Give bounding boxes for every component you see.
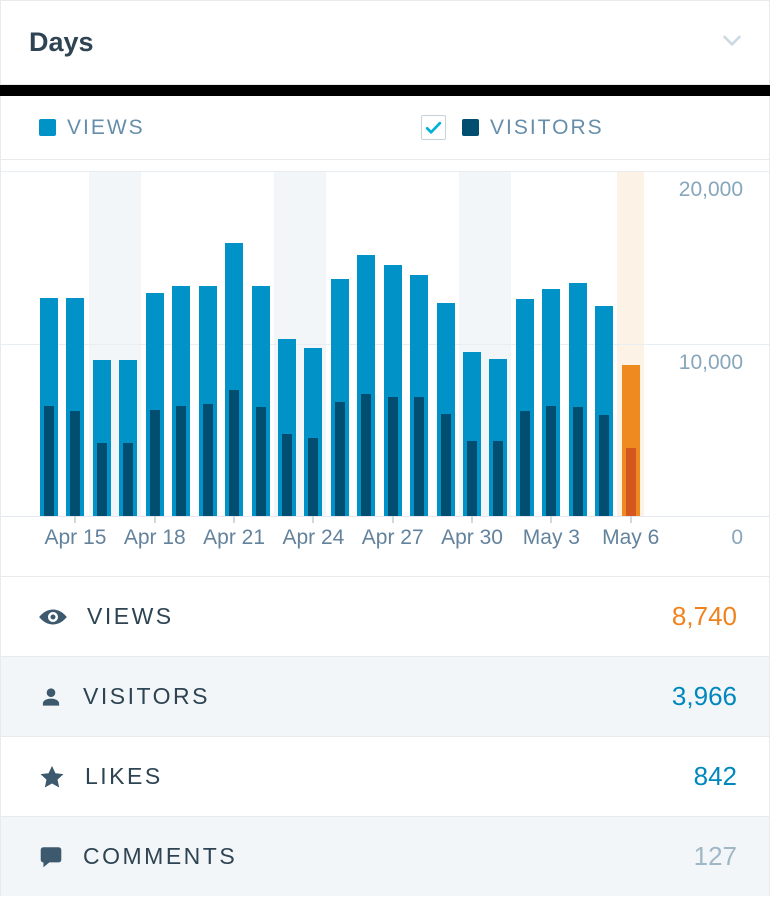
stat-label: VIEWS: [87, 603, 174, 629]
x-axis-label: Apr 21: [203, 526, 266, 549]
x-axis-tick: [629, 516, 632, 523]
visitors-bar-apr-19[interactable]: [176, 405, 187, 516]
x-axis-tick: [391, 516, 394, 523]
legend-views: VIEWS: [39, 116, 145, 140]
stat-label: LIKES: [85, 763, 163, 789]
user-icon: [38, 684, 64, 710]
period-header[interactable]: Days: [0, 0, 770, 85]
bar-chart: Apr 15 Apr 18 Apr 21 Apr 24 Apr 27 Apr 30 May …: [1, 160, 769, 576]
eye-icon: [38, 602, 68, 632]
x-axis-label: Apr 15: [44, 526, 107, 549]
x-axis-tick: [550, 516, 553, 523]
visitors-bar-apr-22[interactable]: [255, 407, 266, 516]
y-axis-label: 0: [731, 526, 743, 549]
y-axis-label: 10,000: [678, 351, 743, 374]
visitors-bar-may-6[interactable]: [625, 447, 636, 516]
x-axis-label: Apr 30: [441, 526, 503, 549]
x-axis-tick: [153, 516, 156, 523]
star-icon: [38, 763, 66, 791]
x-axis-label: May 6: [602, 526, 660, 549]
chevron-down-icon[interactable]: [717, 25, 747, 60]
x-axis-tick: [74, 516, 77, 523]
visitors-bar-may-1[interactable]: [493, 440, 504, 516]
visitors-bar-apr-28[interactable]: [414, 397, 425, 516]
x-axis-tick: [233, 516, 236, 523]
visitors-bar-apr-29[interactable]: [440, 413, 451, 516]
x-axis-tick: [471, 516, 474, 523]
visitors-bar-apr-14[interactable]: [44, 405, 54, 516]
visitors-bar-apr-23[interactable]: [281, 433, 292, 516]
visitors-bar-apr-17[interactable]: [123, 443, 134, 516]
gridline: [1, 516, 769, 517]
visitors-bar-apr-30[interactable]: [467, 440, 478, 516]
visitors-bar-apr-16[interactable]: [96, 443, 107, 516]
stat-label: VISITORS: [83, 683, 210, 709]
visitors-bar-apr-25[interactable]: [334, 402, 345, 516]
stat-label: COMMENTS: [83, 843, 238, 869]
visitors-bar-apr-20[interactable]: [202, 404, 213, 516]
y-axis-label: 20,000: [678, 178, 743, 201]
visitors-bar-may-5[interactable]: [599, 414, 610, 516]
stat-row-comments[interactable]: COMMENTS 127: [1, 816, 769, 896]
visitors-bar-apr-27[interactable]: [387, 397, 398, 516]
chart-legend: VIEWS VISITORS: [1, 96, 769, 160]
section-divider: [0, 85, 770, 96]
summary-list: VIEWS 8,740 VISITORS 3,966 LIKES: [1, 576, 769, 896]
stat-row-views[interactable]: VIEWS 8,740: [1, 576, 769, 656]
stat-row-likes[interactable]: LIKES 842: [1, 736, 769, 816]
stat-value: 842: [693, 761, 737, 791]
visitors-bar-may-4[interactable]: [572, 407, 583, 516]
stat-value: 8,740: [671, 601, 737, 631]
x-axis-label: Apr 24: [282, 526, 345, 549]
visitors-bar-apr-21[interactable]: [229, 390, 240, 516]
views-swatch-icon: [39, 119, 56, 136]
visitors-checkbox[interactable]: [421, 115, 446, 140]
stat-value: 3,966: [671, 681, 737, 711]
gridline: [1, 171, 769, 172]
visitors-swatch-icon: [462, 119, 479, 136]
checkmark-icon: [425, 121, 442, 134]
visitors-bar-may-3[interactable]: [546, 405, 557, 516]
x-axis-label: Apr 18: [123, 526, 186, 549]
legend-visitors-label: VISITORS: [490, 115, 604, 139]
legend-views-label: VIEWS: [67, 115, 145, 139]
visitors-bar-may-2[interactable]: [519, 411, 530, 516]
period-title: Days: [29, 27, 94, 57]
comment-icon: [38, 844, 64, 870]
visitors-bar-apr-18[interactable]: [149, 409, 160, 516]
stats-card: VIEWS VISITORS Apr 15 Apr 18 Apr 21 Apr 24 A…: [0, 96, 770, 896]
visitors-bar-apr-24[interactable]: [308, 437, 319, 516]
x-axis-label: May 3: [522, 526, 580, 549]
x-axis-tick: [312, 516, 315, 523]
visitors-bar-apr-26[interactable]: [361, 394, 372, 516]
stat-row-visitors[interactable]: VISITORS 3,966: [1, 656, 769, 736]
legend-visitors[interactable]: VISITORS: [421, 115, 604, 140]
stat-value: 127: [693, 841, 737, 871]
visitors-bar-apr-15[interactable]: [70, 410, 81, 516]
x-axis-label: Apr 27: [361, 526, 424, 549]
